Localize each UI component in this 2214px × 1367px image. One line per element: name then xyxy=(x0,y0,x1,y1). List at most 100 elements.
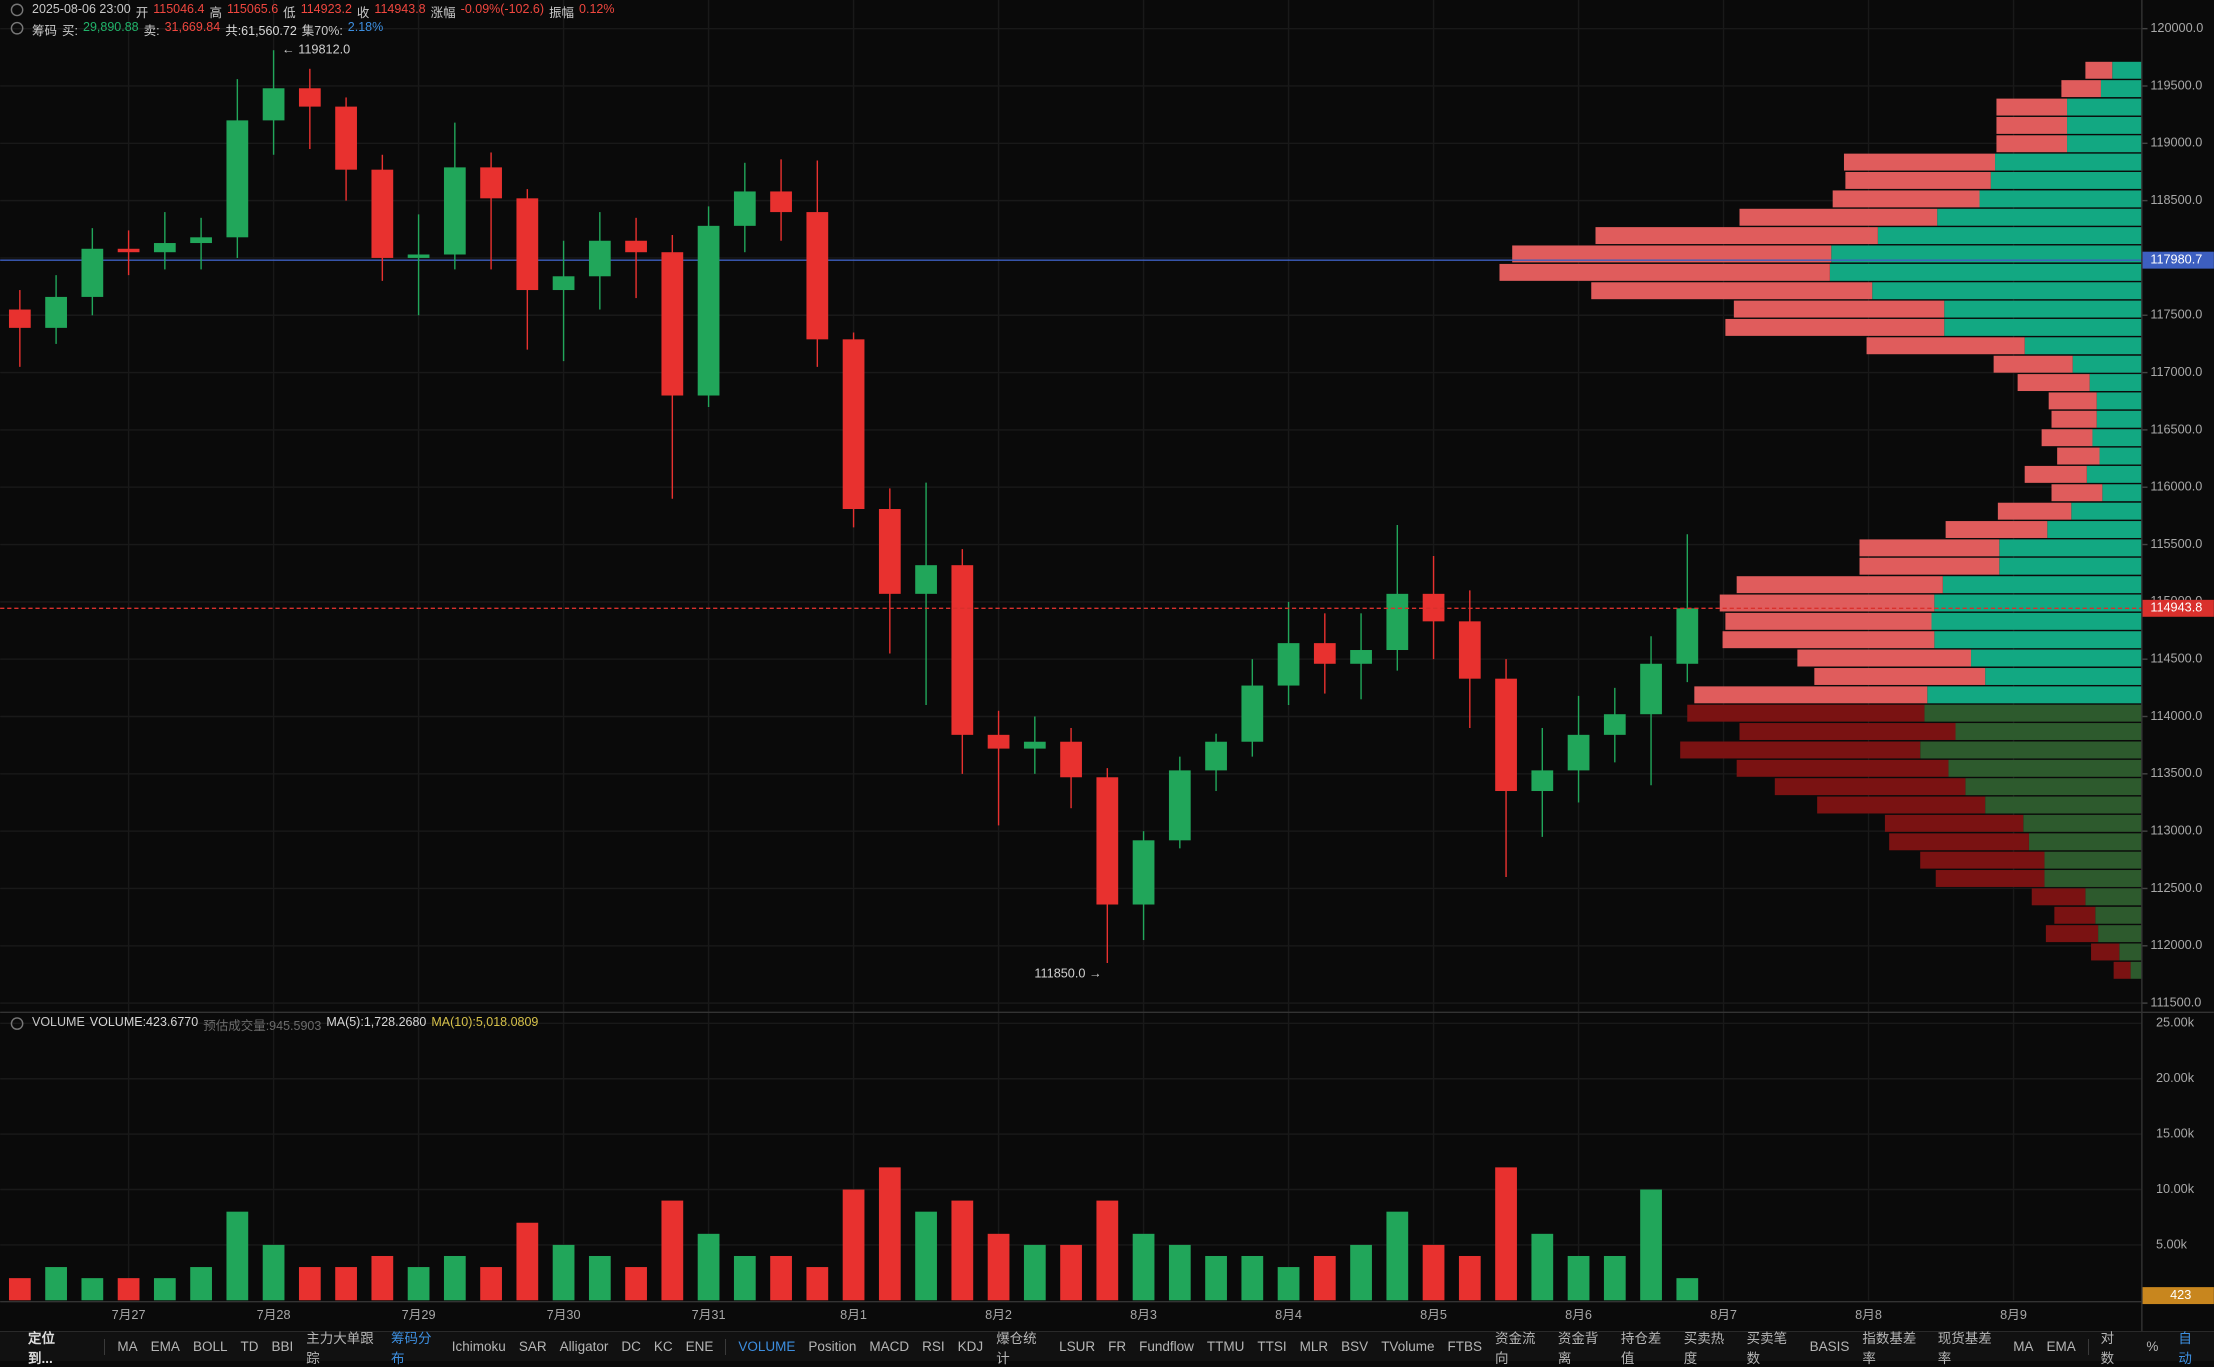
profile-buy xyxy=(1985,668,2142,685)
indicator-button[interactable]: KDJ xyxy=(957,1339,984,1354)
x-tick-label: 8月5 xyxy=(1420,1308,1447,1322)
indicator-button[interactable]: LSUR xyxy=(1059,1339,1096,1354)
header-item: 收 xyxy=(356,6,370,20)
collapse-icon[interactable] xyxy=(10,21,24,35)
indicator-button[interactable]: TTMU xyxy=(1206,1339,1245,1354)
y-tick-label: 119000.0 xyxy=(2150,136,2202,150)
indicator-button[interactable]: MA xyxy=(2013,1339,2034,1354)
indicator-button[interactable]: FR xyxy=(1108,1339,1127,1354)
indicator-button[interactable]: BSV xyxy=(1341,1339,1369,1354)
profile-sell xyxy=(1719,594,1935,612)
profile-sell xyxy=(1499,263,1830,281)
candle-body xyxy=(1458,621,1481,679)
y-tick-label: 114000.0 xyxy=(2150,709,2202,723)
indicator-button[interactable]: TD xyxy=(240,1339,259,1354)
candle-body xyxy=(335,106,357,170)
indicator-button[interactable]: Position xyxy=(808,1339,857,1354)
collapse-icon[interactable] xyxy=(10,1017,24,1030)
indicator-button[interactable]: KC xyxy=(653,1339,673,1354)
volume-bar xyxy=(1458,1255,1481,1301)
profile-buy xyxy=(1944,318,2142,336)
indicator-button[interactable]: TVolume xyxy=(1381,1339,1435,1354)
profile-sell xyxy=(2031,888,2086,906)
header-item: 114923.2 xyxy=(300,2,352,16)
indicator-button[interactable]: RSI xyxy=(922,1339,945,1354)
profile-sell xyxy=(1945,521,2048,538)
indicator-button[interactable]: BOLL xyxy=(192,1339,228,1354)
indicator-button[interactable]: EMA xyxy=(150,1339,180,1354)
profile-buy xyxy=(1924,704,2142,722)
header-item: 买: xyxy=(62,24,78,38)
profile-buy xyxy=(1971,649,2142,667)
candle-body xyxy=(1205,741,1227,771)
indicator-button[interactable]: MLR xyxy=(1299,1339,1329,1354)
volume-bar xyxy=(915,1211,937,1301)
indicator-button[interactable]: BASIS xyxy=(1809,1339,1850,1354)
profile-sell xyxy=(1889,833,2029,851)
candle-body xyxy=(1531,770,1554,792)
profile-sell xyxy=(1591,282,1873,300)
profile-sell xyxy=(1736,576,1943,594)
profile-buy xyxy=(1995,153,2142,171)
profile-buy xyxy=(2130,961,2142,979)
candle-body xyxy=(371,169,394,258)
indicator-button[interactable]: FTBS xyxy=(1447,1339,1482,1354)
candle-body xyxy=(45,296,67,328)
volume-header: VOLUME VOLUME:423.6770 预估成交量:945.5903 MA(5)… xyxy=(32,1015,538,1034)
candle-body xyxy=(226,120,249,238)
volume-bar xyxy=(661,1200,684,1301)
indicator-button[interactable]: MACD xyxy=(869,1339,910,1354)
profile-sell xyxy=(1725,612,1932,630)
header-item: 低 xyxy=(283,6,296,20)
profile-sell xyxy=(1884,814,2024,832)
indicator-button[interactable]: DC xyxy=(621,1339,641,1354)
volume-bar xyxy=(552,1244,575,1301)
profile-sell xyxy=(2113,961,2131,979)
indicator-button[interactable]: TTSI xyxy=(1257,1339,1287,1354)
candle-body xyxy=(8,309,31,328)
candle-body xyxy=(661,252,684,396)
header-item: 筹码 xyxy=(32,24,58,38)
collapse-icon[interactable] xyxy=(10,3,24,17)
y-tick-label: 112000.0 xyxy=(2150,938,2202,952)
price-tag-label: 117980.7 xyxy=(2150,253,2202,267)
x-tick-label: 8月9 xyxy=(2000,1308,2027,1322)
profile-sell xyxy=(1843,153,1996,171)
volume-bar xyxy=(1676,1278,1699,1301)
profile-sell xyxy=(1733,300,1945,318)
profile-sell xyxy=(1774,778,1966,796)
indicator-button[interactable]: ENE xyxy=(685,1339,714,1354)
indicator-button[interactable]: SAR xyxy=(518,1339,547,1354)
indicator-button[interactable]: BBI xyxy=(271,1339,294,1354)
indicator-button[interactable]: Alligator xyxy=(559,1339,609,1354)
candle-body xyxy=(190,237,212,244)
indicator-group: VOLUME Position MACD RSI KDJ 爆仓统计 LSUR FR Fundfl… xyxy=(738,1327,2075,1367)
header-item: MA(10):5,018.0809 xyxy=(431,1015,539,1029)
header-item: VOLUME xyxy=(32,1015,85,1029)
volume-bar xyxy=(878,1167,901,1301)
profile-sell xyxy=(1935,870,2045,887)
axis-option[interactable]: % xyxy=(2146,1339,2159,1354)
indicator-button[interactable]: MA xyxy=(117,1339,138,1354)
profile-buy xyxy=(1999,557,2142,575)
volume-bar xyxy=(8,1278,31,1301)
indicator-button[interactable]: Fundflow xyxy=(1139,1339,1194,1354)
x-tick-label: 7月28 xyxy=(257,1308,291,1322)
indicator-button[interactable]: EMA xyxy=(2046,1339,2076,1354)
volume-bar xyxy=(1313,1255,1336,1301)
profile-buy xyxy=(2044,870,2142,887)
profile-buy xyxy=(2096,410,2142,428)
profile-buy xyxy=(1931,612,2142,630)
profile-sell xyxy=(1739,208,1938,226)
indicator-button[interactable]: Ichimoku xyxy=(451,1339,506,1354)
header-item: 共:61,560.72 xyxy=(225,24,297,38)
profile-buy xyxy=(1927,686,2142,704)
volume-bar xyxy=(951,1200,974,1301)
indicator-button[interactable]: VOLUME xyxy=(738,1339,796,1354)
profile-sell xyxy=(2085,61,2113,79)
y-tick-label: 119500.0 xyxy=(2150,78,2202,92)
header-item: 开 xyxy=(135,6,149,20)
candle-body xyxy=(153,243,176,253)
profile-buy xyxy=(1872,282,2142,300)
candle-body xyxy=(81,248,104,297)
